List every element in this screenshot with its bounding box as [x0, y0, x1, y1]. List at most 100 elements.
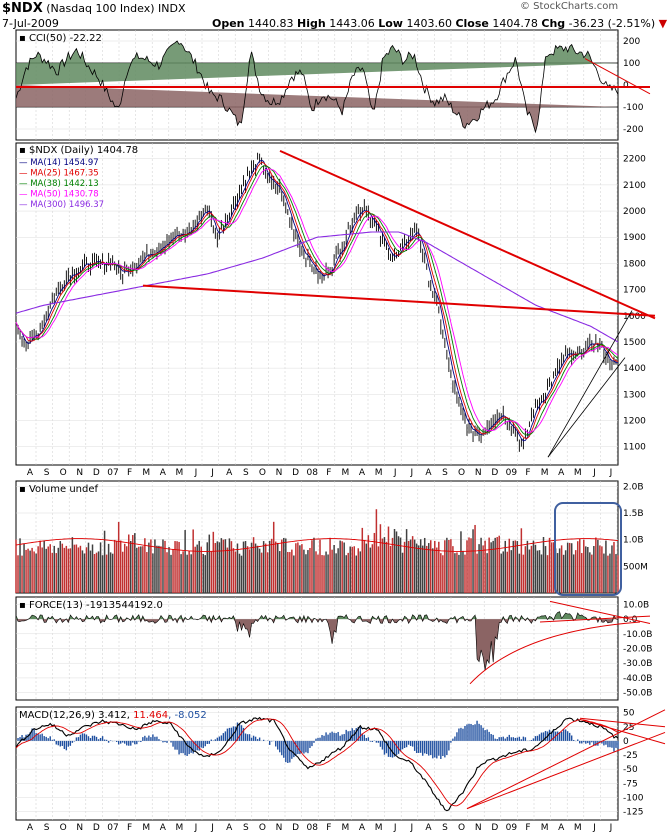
macd-x-tick-label: M [142, 823, 150, 833]
chg-label: Chg [541, 17, 566, 30]
price-x-tick-label: N [76, 468, 83, 478]
macd-x-tick-label: J [592, 823, 596, 833]
macd-x-tick-label: M [541, 823, 549, 833]
macd-x-tick-label: F [525, 823, 530, 833]
open-label: Open [212, 17, 245, 30]
macd-title: MACD(12,26,9) 3.412, 11.464, -8.052 [19, 710, 207, 721]
macd-x-tick-label: M [375, 823, 383, 833]
volume-tick-label: 1.0B [623, 536, 644, 546]
exchange: INDX [158, 2, 186, 15]
price-x-tick-label: F [127, 468, 132, 478]
macd-tick-label: -100 [623, 793, 644, 803]
cci-tick-label: 100 [623, 59, 640, 69]
price-rising-trendline [547, 310, 633, 458]
macd-x-tick-label: S [442, 823, 448, 833]
ma14-line [15, 159, 618, 442]
cci-positive-fill [16, 41, 618, 85]
macd-x-tick-label: O [60, 823, 67, 833]
macd-trendline [466, 709, 666, 810]
force-tick-label: -50.0B [623, 689, 652, 699]
volume-tick-label: 2.0B [623, 482, 644, 492]
price-tick-label: 1900 [623, 233, 646, 243]
macd-x-tick-label: 09 [506, 823, 518, 833]
price-panel [15, 142, 619, 466]
force-title: ▪ FORCE(13) -1913544192.0 [19, 600, 163, 611]
price-x-tick-label: 08 [306, 468, 318, 478]
price-x-tick-label: A [558, 468, 565, 478]
price-tick-label: 1100 [623, 443, 646, 453]
price-support-trendline [142, 284, 656, 317]
macd-x-tick-label: M [574, 823, 582, 833]
macd-title-part: , -8.052 [168, 710, 207, 721]
macd-title-part: 11.464 [133, 710, 168, 721]
price-x-tick-label: M [176, 468, 184, 478]
price-tick-label: 2200 [623, 155, 646, 165]
price-x-tick-label: O [458, 468, 465, 478]
macd-x-tick-label: J [393, 823, 397, 833]
price-x-tick-label: A [160, 468, 167, 478]
macd-x-tick-label: D [93, 823, 100, 833]
price-tick-label: 1300 [623, 390, 646, 400]
price-x-tick-label: M [574, 468, 582, 478]
macd-x-tick-label: A [425, 823, 432, 833]
ma38-line [15, 165, 619, 436]
price-x-tick-label: S [442, 468, 448, 478]
price-tick-label: 1500 [623, 338, 646, 348]
low-label: Low [378, 17, 403, 30]
price-legend-entry: — MA(38) 1442.13 [19, 179, 99, 189]
macd-x-tick-label: F [127, 823, 132, 833]
macd-trendline [579, 718, 666, 745]
price-tick-label: 2000 [623, 207, 646, 217]
price-x-tick-label: J [592, 468, 596, 478]
chg-value: -36.23 (-2.51%) [568, 17, 656, 30]
cci-tick-label: -200 [623, 125, 644, 135]
volume-tick-label: 500M [623, 562, 648, 572]
macd-x-tick-label: N [276, 823, 283, 833]
force-trendline [539, 615, 651, 623]
price-rising-trendline [547, 357, 626, 458]
price-x-tick-label: D [292, 468, 299, 478]
macd-trendline [579, 717, 666, 728]
price-x-tick-label: S [243, 468, 249, 478]
price-tick-label: 1800 [623, 259, 646, 269]
cci-tick-label: -100 [623, 103, 644, 113]
price-x-tick-label: D [93, 468, 100, 478]
price-x-tick-label: M [541, 468, 549, 478]
price-tick-label: 1700 [623, 286, 646, 296]
macd-x-tick-label: D [292, 823, 299, 833]
macd-x-tick-label: J [210, 823, 214, 833]
ma300-line [15, 231, 619, 343]
header-ohlc: Open 1440.83 High 1443.06 Low 1403.60 Cl… [212, 17, 667, 30]
force-tick-label: 10.0B [623, 600, 649, 610]
force-trendline [549, 600, 651, 624]
high-label: High [297, 17, 326, 30]
close-label: Close [455, 17, 489, 30]
price-tick-label: 1200 [623, 416, 646, 426]
macd-x-tick-label: A [359, 823, 366, 833]
macd-tick-label: 50 [623, 709, 635, 719]
volume-title: ▪ Volume undef [19, 484, 99, 495]
volume-ma-line [15, 538, 619, 552]
price-x-tick-label: N [475, 468, 482, 478]
macd-x-tick-label: 07 [107, 823, 118, 833]
price-x-tick-label: A [425, 468, 432, 478]
header-date: 7-Jul-2009 [2, 17, 59, 30]
price-x-tick-label: J [393, 468, 397, 478]
price-x-tick-label: D [491, 468, 498, 478]
price-x-tick-label: 09 [506, 468, 518, 478]
price-x-tick-label: M [375, 468, 383, 478]
macd-x-tick-label: 08 [306, 823, 318, 833]
price-x-tick-label: O [259, 468, 266, 478]
macd-line [15, 716, 619, 812]
price-x-tick-label: M [142, 468, 150, 478]
macd-x-tick-label: J [609, 823, 613, 833]
price-x-tick-label: F [525, 468, 530, 478]
price-resistance-trendline [279, 149, 656, 320]
macd-tick-label: -25 [623, 751, 638, 761]
price-x-tick-label: J [409, 468, 413, 478]
price-x-tick-label: 07 [107, 468, 118, 478]
price-x-tick-label: J [210, 468, 214, 478]
macd-title-part: MACD(12,26,9) [19, 710, 98, 721]
